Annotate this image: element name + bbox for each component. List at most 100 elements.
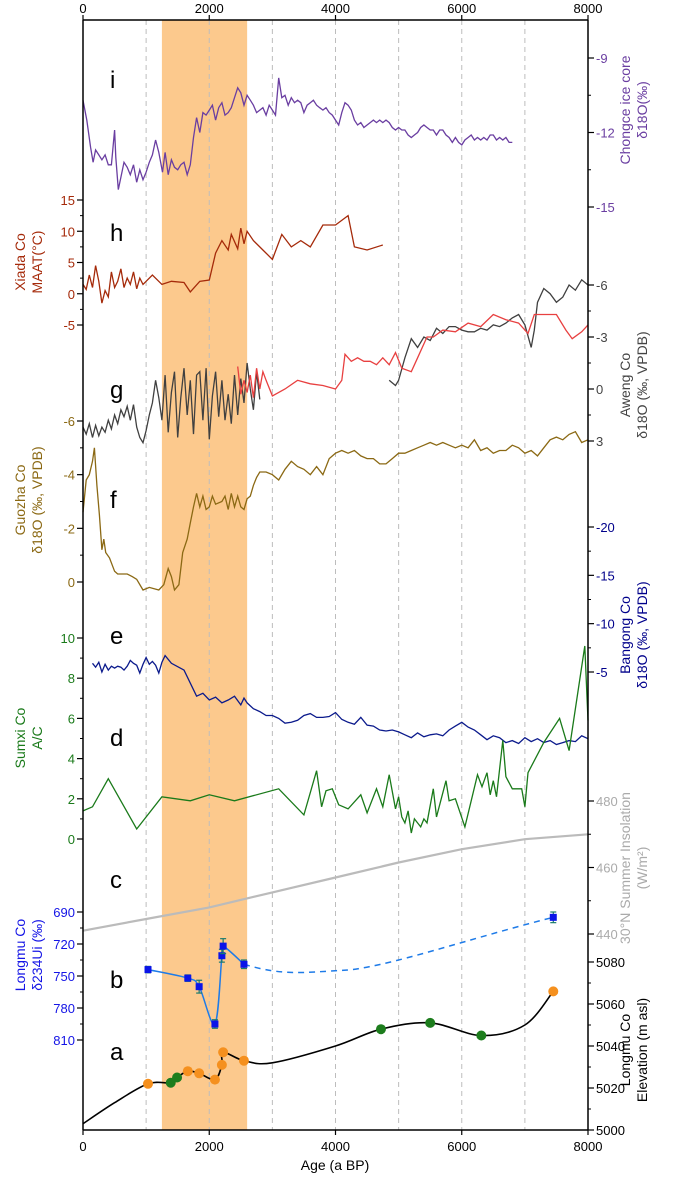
series-line-e-0 <box>91 654 589 746</box>
y-tick-label-c: 440 <box>596 927 618 942</box>
elevation-point-green <box>425 1017 436 1028</box>
y-tick-label-h: 10 <box>61 224 75 239</box>
y-axis-title-d: Sumxi Co A/C <box>12 707 45 768</box>
panel-letter-g: g <box>110 377 123 404</box>
y-tick-label-b: 720 <box>53 937 75 952</box>
x-tick-label-bottom: 4000 <box>321 1139 350 1154</box>
y-axis-title-b: Longmu Co δ234Ui (‰) <box>12 919 45 992</box>
elevation-point-orange <box>209 1074 220 1085</box>
y-axis-title-line1: Longmu Co <box>617 1014 633 1087</box>
y-tick-label-d: 4 <box>68 752 75 767</box>
y-tick-label-e: -20 <box>596 520 615 535</box>
y-axis-title-line2: δ18O(‰) <box>634 81 650 139</box>
y-tick-label-d: 10 <box>61 631 75 646</box>
highlight-band-layer <box>161 20 248 1130</box>
elevation-point-orange <box>216 1059 227 1070</box>
uranium-point <box>218 952 226 960</box>
x-tick-label-bottom: 2000 <box>195 1139 224 1154</box>
x-tick-label-bottom: 0 <box>79 1139 86 1154</box>
y-axis-title-line1: 30°N Summer Insolation <box>617 792 633 944</box>
axes-layer <box>77 15 594 1135</box>
y-axis-title-line1: Sumxi Co <box>12 707 28 768</box>
x-axis-title: Age (a BP) <box>301 1157 369 1173</box>
gridline-layer <box>145 20 526 1130</box>
y-tick-label-g: -3 <box>596 330 608 345</box>
panel-letter-e: e <box>110 623 123 650</box>
y-axis-title-line1: Bangong Co <box>617 596 633 674</box>
y-tick-label-e: -15 <box>596 568 615 583</box>
series-line-g-0 <box>82 362 261 445</box>
y-tick-label-g: 3 <box>596 434 603 449</box>
x-tick-label-bottom: 6000 <box>447 1139 476 1154</box>
y-tick-label-e: -5 <box>596 665 608 680</box>
y-tick-label-d: 2 <box>68 792 75 807</box>
y-tick-label-h: -5 <box>63 318 75 333</box>
panel-letter-c: c <box>110 867 122 894</box>
panel-letter-f: f <box>110 487 117 514</box>
uranium-curve-dashed <box>243 916 554 974</box>
y-tick-label-f: -4 <box>63 468 75 483</box>
y-tick-label-f: 0 <box>68 575 75 590</box>
y-axis-title-line1: Aweng Co <box>617 353 633 418</box>
uranium-point <box>240 960 248 968</box>
series-line-d-0 <box>82 645 589 834</box>
y-axis-title-i: Chongce ice core δ18O(‰) <box>617 55 650 164</box>
y-axis-title-c: 30°N Summer Insolation (W/m²) <box>617 792 650 944</box>
y-tick-label-b: 750 <box>53 969 75 984</box>
panel-letter-d: d <box>110 725 123 752</box>
y-tick-label-b: 780 <box>53 1001 75 1016</box>
panel-letter-i: i <box>110 67 115 94</box>
y-axis-title-line2: δ18O (‰, VPDB) <box>634 581 650 688</box>
elevation-point-orange <box>194 1068 205 1079</box>
panel-e <box>91 654 589 746</box>
y-tick-label-c: 480 <box>596 794 618 809</box>
y-tick-label-g: -6 <box>596 278 608 293</box>
y-tick-label-a: 5040 <box>596 1039 625 1054</box>
y-tick-label-i: -9 <box>596 51 608 66</box>
series-line-g-2 <box>237 313 589 398</box>
x-tick-label-bottom: 8000 <box>574 1139 603 1154</box>
uranium-point <box>144 966 152 974</box>
series-line-g-1 <box>388 278 589 387</box>
series-line-i-0 <box>82 77 513 190</box>
y-tick-label-h: 5 <box>68 256 75 271</box>
panel-d <box>82 645 589 834</box>
x-tick-label-top: 8000 <box>574 1 603 16</box>
panel-b <box>144 911 557 1029</box>
y-axis-title-line2: Elevation (m asl) <box>634 998 650 1102</box>
elevation-point-orange <box>182 1066 193 1077</box>
panel-a <box>82 986 559 1125</box>
y-tick-label-g: 0 <box>596 382 603 397</box>
y-tick-label-a: 5020 <box>596 1081 625 1096</box>
y-tick-label-c: 460 <box>596 861 618 876</box>
y-axis-title-line2: δ234Ui (‰) <box>29 919 45 991</box>
panel-g <box>82 278 589 445</box>
y-tick-label-b: 690 <box>53 905 75 920</box>
y-axis-title-g: Aweng Co δ18O (‰, VPDB) <box>617 331 650 438</box>
y-axis-title-line1: Longmu Co <box>12 919 28 992</box>
elevation-point-green <box>375 1024 386 1035</box>
series-line-f-0 <box>82 430 589 592</box>
y-axis-title-line1: Guozha Co <box>12 464 28 535</box>
y-axis-title-line2: MAAT(°C) <box>29 231 45 294</box>
uranium-point <box>211 1020 219 1028</box>
x-tick-label-top: 4000 <box>321 1 350 16</box>
y-tick-label-i: -12 <box>596 126 615 141</box>
uranium-point <box>219 942 227 950</box>
elevation-point-orange <box>548 986 559 997</box>
y-axis-title-h: Xiada Co MAAT(°C) <box>12 231 45 294</box>
y-axis-title-line1: Chongce ice core <box>617 55 633 164</box>
elevation-point-orange <box>143 1078 154 1089</box>
panel-h <box>82 214 383 304</box>
highlight-band <box>161 20 248 1130</box>
uranium-point <box>184 974 192 982</box>
y-tick-label-f: -2 <box>63 521 75 536</box>
y-tick-label-d: 8 <box>68 671 75 686</box>
y-axis-title-line2: δ18O (‰, VPDB) <box>634 331 650 438</box>
series-line-h-0 <box>82 214 383 304</box>
panel-f <box>82 430 589 592</box>
y-tick-label-e: -10 <box>596 617 615 632</box>
series-layer <box>82 77 589 1125</box>
labels-layer: Age (a BP) 00200020004000400060006000800… <box>12 1 650 1173</box>
y-axis-title-f: Guozha Co δ18O (‰, VPDB) <box>12 446 45 553</box>
